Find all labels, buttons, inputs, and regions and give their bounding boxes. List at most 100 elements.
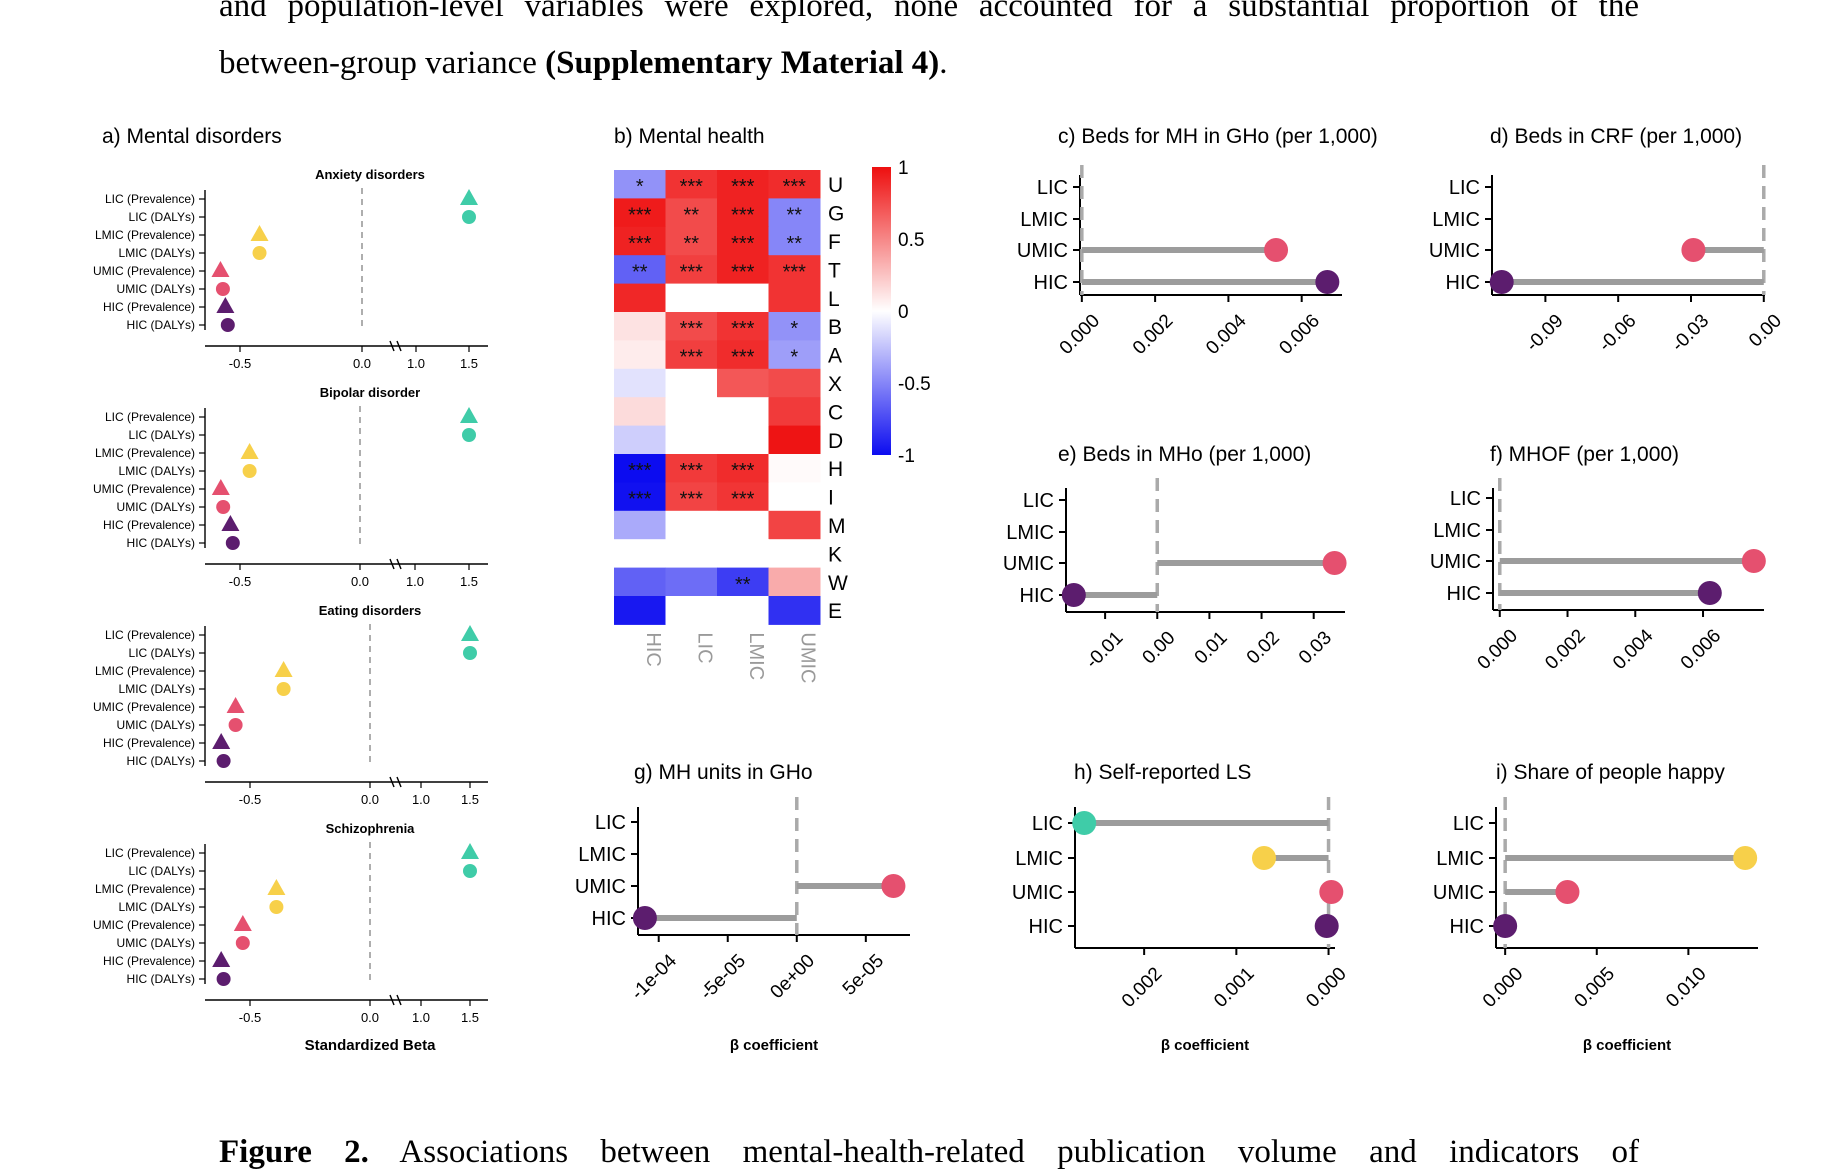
significance-stars: *** [680,489,704,511]
y-tick-label: LMIC (DALYs) [119,682,195,696]
x-tick-label: 0.01 [1191,627,1232,668]
panel-a-title: a) Mental disorders [102,125,282,148]
x-tick-label: 1.5 [461,1010,479,1025]
x-tick-label: 0.006 [1276,310,1324,358]
heatmap-cell [614,596,666,625]
x-tick-label: 0.004 [1202,310,1251,359]
heatmap-cell [768,539,821,569]
colorbar-tick-label: -1 [898,446,915,467]
heatmap-cell [717,283,769,313]
heatmap-row-label: X [828,373,842,396]
x-tick-label: 0.002 [1118,963,1166,1011]
data-point-circle [463,646,477,660]
heatmap-cell [665,255,718,285]
lollipop-point [1314,914,1339,938]
lollipop-point [1061,583,1086,607]
x-tick-label: 0.0 [361,1010,379,1025]
heatmap-cell [717,170,769,199]
heatmap-cell [614,255,666,285]
panel-a-x-axis-title: Standardized Beta [305,1037,437,1054]
panel-b-title: b) Mental health [614,125,765,148]
y-tick-label: UMIC (Prevalence) [93,918,195,932]
y-tick-label: HIC (Prevalence) [103,518,195,532]
data-point-triangle [267,879,286,895]
y-tick-label: LIC (DALYs) [129,864,195,878]
heatmap-cell [614,539,666,569]
heatmap-cell [665,226,718,256]
heatmap-cell [665,368,718,398]
heatmap-row-label: F [828,231,841,254]
heatmap-cell [768,255,821,285]
y-tick-label: UMIC (DALYs) [117,718,195,732]
significance-stars: *** [731,261,755,283]
heatmap-cell [614,510,666,540]
heatmap-cell [717,255,769,285]
x-tick-label: 1.5 [460,574,478,589]
data-point-triangle [226,697,245,713]
y-tick-label: LMIC [578,844,626,866]
axis-break-mark [396,994,402,1006]
lollipop-point [1489,270,1514,294]
y-tick-label: HIC [1029,916,1063,938]
panel-a-subplot: Eating disorders LIC (Prevalence) LIC (DAL… [93,603,488,807]
y-tick-label: LMIC [1006,522,1054,544]
data-point-triangle [211,479,230,495]
lollipop-point [1697,581,1722,605]
significance-stars: *** [731,318,755,340]
data-point-circle [462,428,476,442]
y-tick-label: LMIC (Prevalence) [95,446,195,460]
heatmap-cell [614,454,666,483]
x-tick-label: -0.5 [229,574,251,589]
panel-title: d) Beds in CRF (per 1,000) [1490,125,1742,148]
heatmap-cell [665,397,718,427]
heatmap-row-label: W [828,572,848,595]
x-tick-label: 0.02 [1243,627,1284,668]
y-tick-label: LIC (Prevalence) [105,192,195,206]
lollipop-point [1072,811,1097,835]
heatmap-cell [768,454,821,483]
significance-stars: *** [731,460,755,482]
heatmap: * *** *** *** U*** ** *** ** G*** ** *** ** F** *** **… [614,170,848,684]
panel-title: i) Share of people happy [1496,761,1725,784]
heatmap-cell [768,596,821,625]
data-point-triangle [461,843,479,859]
data-point-circle [252,246,267,260]
panel-d: d) Beds in CRF (per 1,000) LIC LMIC UMIC HIC… [1429,125,1786,356]
y-tick-label: UMIC [1012,882,1063,904]
heatmap-row-label: U [828,174,843,197]
heatmap-column-label: LMIC [745,632,767,680]
heatmap-row-label: B [828,316,842,339]
x-tick-label: 0.002 [1541,625,1589,673]
heatmap-cell [665,510,718,540]
y-tick-label: LIC (Prevalence) [105,628,195,642]
significance-stars: ** [786,233,802,255]
significance-stars: *** [783,176,807,198]
heatmap-cell [768,510,821,540]
data-point-circle [462,210,476,224]
heatmap-row-label: G [828,203,844,226]
x-tick-label: 0.03 [1295,627,1336,668]
significance-stars: *** [731,176,755,198]
heatmap-cell [614,226,666,256]
panel-h: h) Self-reported LS LIC LMIC UMIC HIC 0.002 0.… [1012,761,1351,1054]
y-tick-label: LIC (DALYs) [129,210,195,224]
y-tick-label: LIC [1032,813,1063,835]
significance-stars: *** [783,261,807,283]
heatmap-cell [614,312,666,341]
y-tick-label: LIC [1453,813,1484,835]
heatmap-cell [768,368,821,398]
y-tick-label: UMIC (Prevalence) [93,264,195,278]
data-point-circle [463,864,477,878]
x-tick-label: 0.002 [1129,310,1177,358]
heatmap-row-label: E [828,600,842,623]
x-tick-label: 0.001 [1210,963,1258,1011]
axis-break-mark [389,340,395,352]
data-point-circle [228,718,243,732]
y-tick-label: HIC [1446,272,1480,294]
heatmap-cell [717,368,769,398]
y-tick-label: LIC (Prevalence) [105,410,195,424]
significance-stars: *** [628,460,652,482]
significance-stars: *** [731,489,755,511]
y-tick-label: UMIC [1017,240,1068,262]
